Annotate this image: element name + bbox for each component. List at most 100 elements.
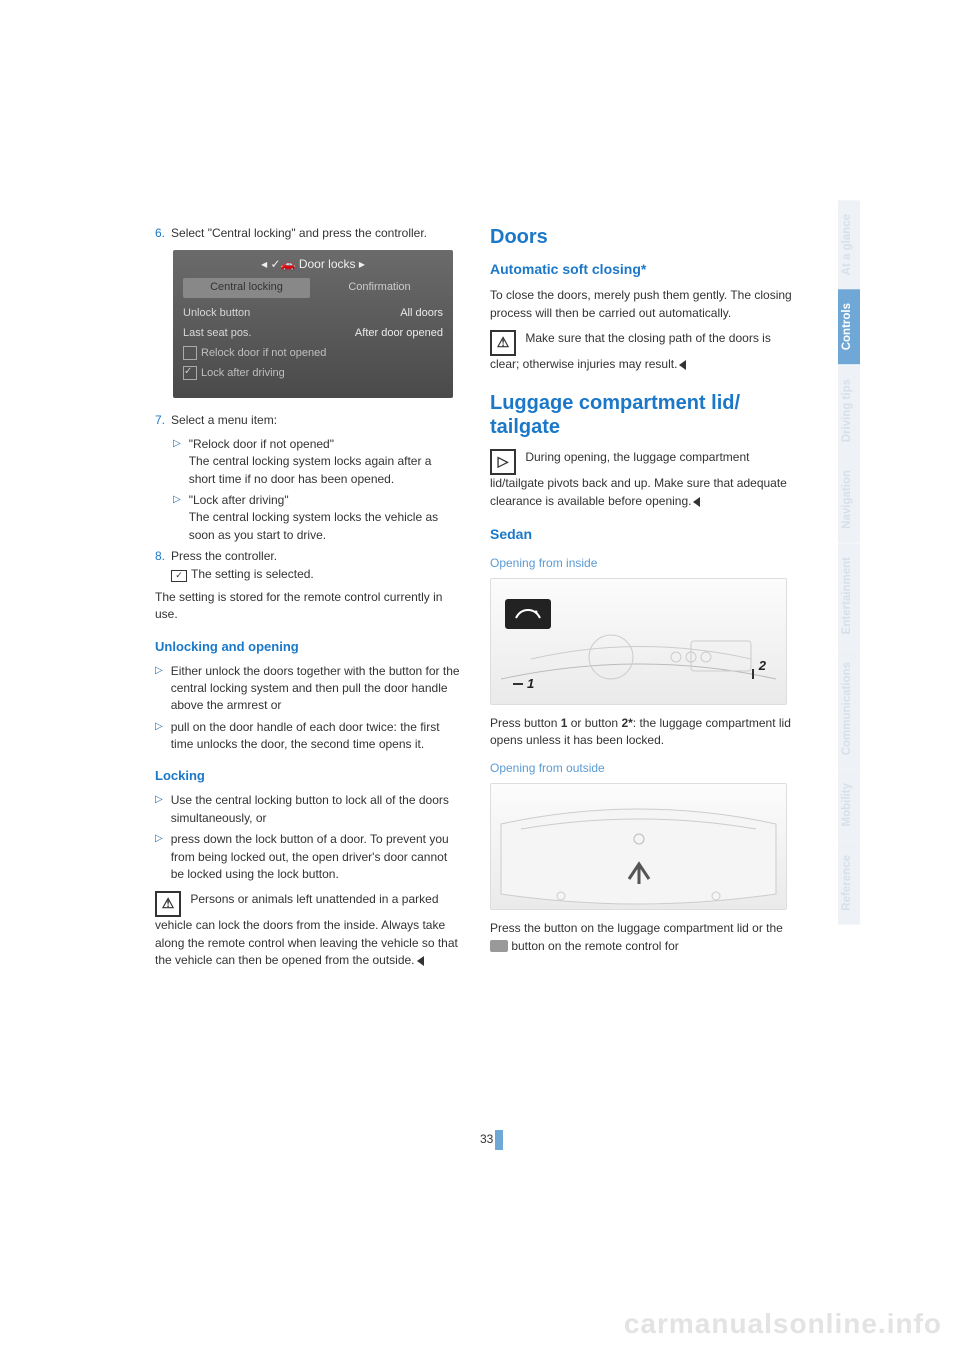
warning-icon: ⚠ [490, 330, 516, 356]
tab-navigation: Navigation [838, 456, 860, 543]
triangle-icon: ▷ [155, 719, 163, 754]
step8-sub: The setting is selected. [191, 567, 314, 581]
luggage-info-text: During opening, the luggage compartment … [490, 450, 787, 507]
page-content: 6. Select "Central locking" and press th… [155, 225, 795, 969]
step-8: 8. Press the controller. ✓ The setting is… [155, 548, 460, 583]
remote-trunk-icon [490, 940, 508, 952]
info-icon: ▷ [490, 449, 516, 475]
heading-open-outside: Opening from outside [490, 760, 795, 777]
inside-2: 2* [621, 716, 632, 730]
heading-sedan: Sedan [490, 524, 795, 544]
diagram-label-2: 2 [759, 657, 766, 676]
step7-bullet-2: ▷ "Lock after driving" The central locki… [173, 492, 460, 544]
step7-b2-body: The central locking system locks the veh… [189, 510, 438, 541]
row1-left: Unlock button [183, 306, 250, 322]
screenshot-tabs: Central locking Confirmation [183, 278, 443, 298]
triangle-icon: ▷ [155, 792, 163, 827]
screenshot-check-2: Lock after driving [183, 364, 443, 384]
lock-bullet-2: ▷ press down the lock button of a door. … [155, 831, 460, 883]
step7-b1-body: The central locking system locks again a… [189, 454, 432, 485]
lock-b2-text: press down the lock button of a door. To… [171, 831, 460, 883]
triangle-icon: ▷ [155, 831, 163, 883]
unlock-b1-text: Either unlock the doors together with th… [171, 663, 460, 715]
tab-communications: Communications [838, 648, 860, 769]
tab-confirmation: Confirmation [316, 278, 443, 298]
lock-bullet-1: ▷ Use the central locking button to lock… [155, 792, 460, 827]
unlock-bullet-1: ▷ Either unlock the doors together with … [155, 663, 460, 715]
heading-doors: Doors [490, 225, 795, 249]
end-mark-icon [679, 360, 686, 370]
warning-text: Persons or animals left unattended in a … [155, 892, 458, 967]
inside-pre: Press button [490, 716, 561, 730]
end-mark-icon [693, 497, 700, 507]
screenshot-title-text: Door locks [299, 257, 356, 271]
page-number: 33 [480, 1130, 503, 1150]
step7-b2-text: "Lock after driving" The central locking… [189, 492, 460, 544]
row1-right: All doors [400, 306, 443, 322]
outside-paragraph: Press the button on the luggage compartm… [490, 920, 795, 955]
screenshot-row-2: Last seat pos. After door opened [183, 324, 443, 344]
inside-mid: or button [567, 716, 621, 730]
right-column: Doors Automatic soft closing* To close t… [490, 225, 795, 969]
auto-soft-paragraph: To close the doors, merely push them gen… [490, 287, 795, 322]
left-column: 6. Select "Central locking" and press th… [155, 225, 460, 969]
screenshot-check-1: Relock door if not opened [183, 344, 443, 364]
after-steps-paragraph: The setting is stored for the remote con… [155, 589, 460, 624]
heading-open-inside: Opening from inside [490, 555, 795, 572]
inside-paragraph: Press button 1 or button 2*: the luggage… [490, 715, 795, 750]
warning-text-wrap: ⚠ Persons or animals left unattended in … [155, 891, 460, 969]
step-7-text: Select a menu item: [171, 412, 460, 429]
triangle-icon: ▷ [173, 436, 181, 488]
check2-label: Lock after driving [201, 367, 285, 379]
idrive-screenshot: ◂ ✓🚗 Door locks ▸ Central locking Confir… [173, 250, 453, 398]
tab-entertainment: Entertainment [838, 543, 860, 648]
step8-main: Press the controller. [171, 549, 277, 563]
luggage-info-text-wrap: ▷ During opening, the luggage compartmen… [490, 449, 795, 510]
screenshot-row-1: Unlock button All doors [183, 304, 443, 324]
step7-bullet-1: ▷ "Relock door if not opened" The centra… [173, 436, 460, 488]
check1-label: Relock door if not opened [201, 347, 326, 359]
row2-left: Last seat pos. [183, 326, 252, 342]
tab-at-a-glance: At a glance [838, 200, 860, 289]
auto-warning-text-wrap: ⚠ Make sure that the closing path of the… [490, 330, 795, 373]
step-8-number: 8. [155, 548, 165, 583]
step7-b1-title: "Relock door if not opened" [189, 437, 334, 451]
step7-b2-title: "Lock after driving" [189, 493, 289, 507]
heading-luggage: Luggage compartment lid/ tailgate [490, 391, 795, 439]
heading-auto-soft-closing: Automatic soft closing* [490, 259, 795, 279]
warning-icon: ⚠ [155, 891, 181, 917]
check-icon: ✓ [171, 570, 187, 582]
outside-pre: Press the button on the luggage compartm… [490, 921, 783, 935]
step-6-text: Select "Central locking" and press the c… [171, 225, 460, 242]
step-6-number: 6. [155, 225, 165, 242]
heading-locking: Locking [155, 767, 460, 786]
tab-driving-tips: Driving tips [838, 365, 860, 456]
step-6: 6. Select "Central locking" and press th… [155, 225, 460, 242]
end-mark-icon [417, 956, 424, 966]
row2-right: After door opened [355, 326, 443, 342]
dashboard-lines [491, 579, 786, 704]
page-number-text: 33 [480, 1132, 493, 1146]
diagram-label-1: 1 [527, 675, 534, 694]
lock-b1-text: Use the central locking button to lock a… [171, 792, 460, 827]
page-number-bar [495, 1130, 503, 1150]
step-7-number: 7. [155, 412, 165, 429]
heading-unlocking: Unlocking and opening [155, 638, 460, 657]
screenshot-title: ◂ ✓🚗 Door locks ▸ [183, 256, 443, 273]
section-tabs-sidebar: At a glance Controls Driving tips Naviga… [838, 200, 860, 924]
warning-block: ⚠ Persons or animals left unattended in … [155, 891, 460, 969]
trunk-lines [491, 784, 786, 909]
auto-warning-text: Make sure that the closing path of the d… [490, 331, 771, 371]
step-7: 7. Select a menu item: [155, 412, 460, 429]
tab-reference: Reference [838, 841, 860, 925]
triangle-icon: ▷ [155, 663, 163, 715]
unlock-b2-text: pull on the door handle of each door twi… [171, 719, 460, 754]
unlock-bullet-2: ▷ pull on the door handle of each door t… [155, 719, 460, 754]
tab-mobility: Mobility [838, 769, 860, 840]
trunk-diagram [490, 783, 787, 910]
step7-b1-text: "Relock door if not opened" The central … [189, 436, 460, 488]
triangle-icon: ▷ [173, 492, 181, 544]
tab-controls: Controls [838, 289, 860, 364]
tab-central-locking: Central locking [183, 278, 310, 298]
outside-post: button on the remote control for [508, 939, 679, 953]
